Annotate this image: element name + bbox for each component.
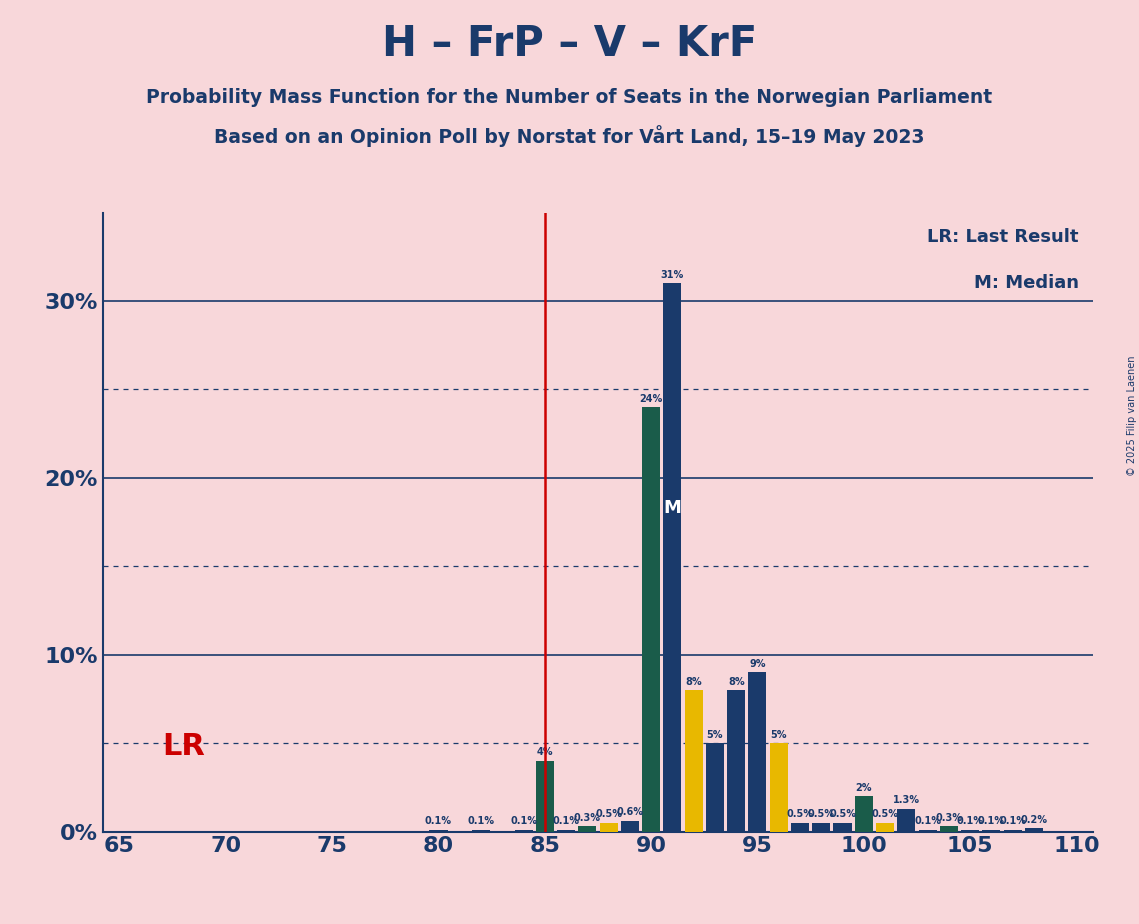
- Bar: [961, 830, 980, 832]
- Bar: [472, 830, 490, 832]
- Text: 0.1%: 0.1%: [425, 816, 452, 826]
- Text: 0.1%: 0.1%: [552, 816, 580, 826]
- Bar: [599, 822, 617, 832]
- Text: 4%: 4%: [536, 748, 554, 758]
- Bar: [663, 284, 681, 832]
- Text: 31%: 31%: [661, 270, 685, 280]
- Bar: [854, 796, 872, 832]
- Text: 0.2%: 0.2%: [1021, 815, 1048, 824]
- Text: © 2025 Filip van Laenen: © 2025 Filip van Laenen: [1126, 356, 1137, 476]
- Bar: [515, 830, 533, 832]
- Text: 2%: 2%: [855, 783, 872, 793]
- Text: 0.1%: 0.1%: [999, 816, 1026, 826]
- Bar: [557, 830, 575, 832]
- Text: 8%: 8%: [686, 676, 702, 687]
- Text: 9%: 9%: [749, 659, 765, 669]
- Text: 1.3%: 1.3%: [893, 795, 920, 805]
- Bar: [834, 822, 852, 832]
- Text: LR: Last Result: LR: Last Result: [927, 228, 1079, 246]
- Bar: [621, 821, 639, 832]
- Bar: [429, 830, 448, 832]
- Text: 0.3%: 0.3%: [935, 813, 962, 822]
- Text: 0.3%: 0.3%: [574, 813, 601, 822]
- Text: 0.1%: 0.1%: [978, 816, 1005, 826]
- Text: 0.5%: 0.5%: [787, 809, 813, 820]
- Text: 0.1%: 0.1%: [915, 816, 941, 826]
- Bar: [579, 826, 597, 832]
- Bar: [770, 743, 788, 832]
- Text: LR: LR: [162, 732, 205, 761]
- Text: Probability Mass Function for the Number of Seats in the Norwegian Parliament: Probability Mass Function for the Number…: [147, 88, 992, 107]
- Bar: [706, 743, 724, 832]
- Bar: [727, 690, 745, 832]
- Text: 0.1%: 0.1%: [467, 816, 494, 826]
- Text: 0.1%: 0.1%: [957, 816, 984, 826]
- Bar: [535, 760, 554, 832]
- Bar: [790, 822, 809, 832]
- Bar: [642, 407, 661, 832]
- Bar: [1025, 828, 1043, 832]
- Text: 5%: 5%: [706, 730, 723, 739]
- Bar: [748, 673, 767, 832]
- Bar: [898, 808, 916, 832]
- Text: 0.5%: 0.5%: [808, 809, 835, 820]
- Bar: [876, 822, 894, 832]
- Text: 5%: 5%: [770, 730, 787, 739]
- Bar: [685, 690, 703, 832]
- Text: Based on an Opinion Poll by Norstat for Vårt Land, 15–19 May 2023: Based on an Opinion Poll by Norstat for …: [214, 125, 925, 147]
- Text: 8%: 8%: [728, 676, 745, 687]
- Text: M: M: [663, 499, 681, 517]
- Text: 24%: 24%: [639, 394, 663, 404]
- Bar: [812, 822, 830, 832]
- Bar: [982, 830, 1000, 832]
- Bar: [940, 826, 958, 832]
- Bar: [1003, 830, 1022, 832]
- Text: 0.6%: 0.6%: [616, 808, 644, 818]
- Text: 0.5%: 0.5%: [595, 809, 622, 820]
- Text: M: Median: M: Median: [974, 274, 1079, 292]
- Bar: [918, 830, 936, 832]
- Text: 0.5%: 0.5%: [829, 809, 857, 820]
- Text: H – FrP – V – KrF: H – FrP – V – KrF: [382, 23, 757, 65]
- Text: 0.1%: 0.1%: [510, 816, 538, 826]
- Text: 0.5%: 0.5%: [871, 809, 899, 820]
